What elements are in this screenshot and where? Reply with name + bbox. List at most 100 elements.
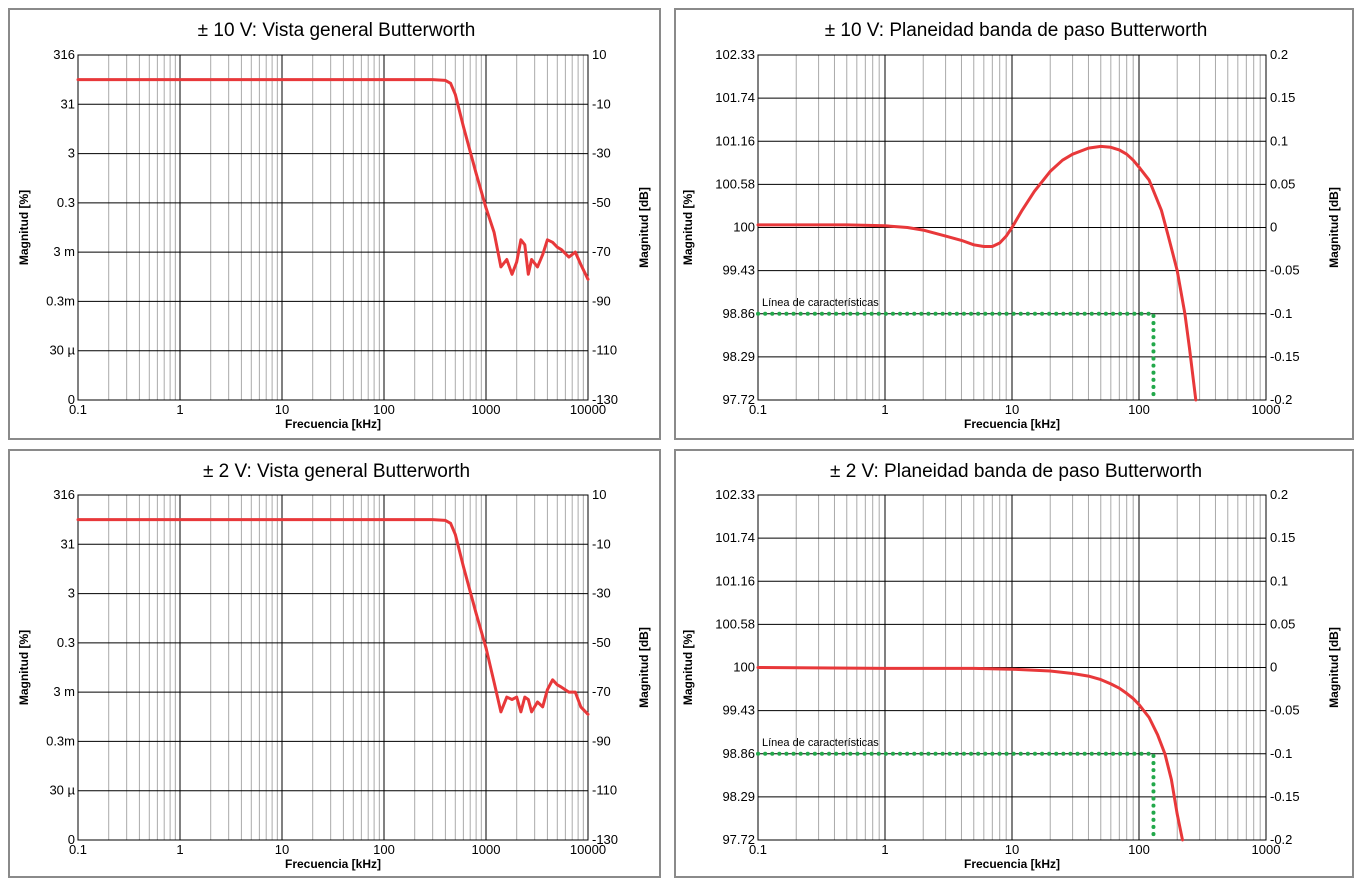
y-tick-label-right: -0.15 <box>1270 349 1300 364</box>
characteristic-line-label: Línea de características <box>762 297 879 309</box>
x-tick-label: 1 <box>176 402 183 417</box>
y-tick-label-left: 100 <box>733 220 755 235</box>
y-tick-label-left: 0.3m <box>46 733 75 748</box>
chart-panel-2v-flatness: ± 2 V: Planeidad banda de paso Butterwor… <box>674 449 1354 878</box>
x-tick-label: 10 <box>275 842 289 857</box>
y-tick-label-left: 102.33 <box>715 487 755 502</box>
y-tick-label-left: 98.29 <box>722 789 755 804</box>
y-tick-label-right: -10 <box>592 96 611 111</box>
y-tick-label-right: -10 <box>592 536 611 551</box>
x-tick-label: 1000 <box>472 842 501 857</box>
chart-2v-flatness: ± 2 V: Planeidad banda de paso Butterwor… <box>681 461 1341 871</box>
x-tick-label: 1 <box>176 842 183 857</box>
y-tick-label-right: -50 <box>592 195 611 210</box>
y-tick-label-right: -30 <box>592 146 611 161</box>
chart-title: ± 2 V: Planeidad banda de paso Butterwor… <box>830 461 1202 482</box>
chart-title: ± 10 V: Vista general Butterworth <box>198 20 476 41</box>
minor-grid <box>108 495 584 840</box>
y-tick-label-left: 98.86 <box>722 306 755 321</box>
y-axis-label-left: Magnitud [%] <box>681 190 695 265</box>
x-tick-label: 0.1 <box>749 402 767 417</box>
x-tick-label: 0.1 <box>69 402 87 417</box>
y-tick-label-right: -110 <box>592 783 617 798</box>
y-tick-label-right: -70 <box>592 684 611 699</box>
response-curve-line <box>756 666 1184 842</box>
chart-10v-flatness: ± 10 V: Planeidad banda de paso Butterwo… <box>681 20 1341 431</box>
chart-title: ± 2 V: Vista general Butterworth <box>203 461 470 482</box>
x-axis-label: Frecuencia [kHz] <box>285 417 381 431</box>
y-tick-label-left: 99.43 <box>722 703 755 718</box>
y-tick-label-left: 31 <box>61 96 75 111</box>
x-axis-label: Frecuencia [kHz] <box>964 857 1060 871</box>
y-tick-label-left: 31 <box>61 536 75 551</box>
y-tick-label-left: 3 m <box>53 244 75 259</box>
y-tick-label-left: 101.16 <box>715 133 755 148</box>
y-tick-label-right: -0.2 <box>1270 832 1292 847</box>
chart-panel-2v-overview: ± 2 V: Vista general Butterworth 0.1 1 10 10… <box>8 449 661 878</box>
y-tick-label-right: -30 <box>592 586 611 601</box>
y-tick-label-left: 3 <box>68 146 75 161</box>
y-tick-label-right: -0.05 <box>1270 263 1300 278</box>
chart-2v-overview: ± 2 V: Vista general Butterworth 0.1 1 10 10… <box>17 461 651 871</box>
chart-10v-overview: ± 10 V: Vista general Butterworth 0.1 1 10 1… <box>17 20 651 431</box>
y-axis-label-left: Magnitud [%] <box>17 190 31 265</box>
y-tick-label-right: -110 <box>592 343 617 358</box>
response-curve-line <box>76 518 590 716</box>
y-axis-label-right: Magnitud [dB] <box>1327 627 1341 708</box>
y-tick-label-right: 10 <box>592 487 606 502</box>
y-axis-label-right: Magnitud [dB] <box>637 627 651 708</box>
y-tick-label-right: -0.2 <box>1270 392 1292 407</box>
y-tick-label-left: 98.86 <box>722 746 755 761</box>
y-axis-label-right: Magnitud [dB] <box>637 187 651 268</box>
x-tick-label: 0.1 <box>69 842 87 857</box>
plot-frame <box>757 54 1267 401</box>
y-tick-label-right: -130 <box>592 832 618 847</box>
x-tick-label: 1 <box>881 402 888 417</box>
y-tick-label-left: 99.43 <box>722 263 755 278</box>
y-tick-label-right: -0.05 <box>1270 703 1300 718</box>
y-axis-label-left: Magnitud [%] <box>681 630 695 705</box>
y-tick-label-right: 0.2 <box>1270 47 1288 62</box>
y-tick-label-right: 0 <box>1270 220 1277 235</box>
characteristic-line <box>756 311 1156 402</box>
x-tick-label: 1000 <box>472 402 501 417</box>
x-axis-label: Frecuencia [kHz] <box>964 417 1060 431</box>
y-tick-label-right: 0 <box>1270 660 1277 675</box>
y-tick-label-left: 100.58 <box>715 176 755 191</box>
response-curve-line <box>76 78 590 281</box>
y-tick-label-left: 100 <box>733 660 755 675</box>
y-tick-label-left: 98.29 <box>722 349 755 364</box>
y-tick-label-left: 30 µ <box>49 343 75 358</box>
chart-title: ± 10 V: Planeidad banda de paso Butterwo… <box>825 20 1208 41</box>
x-tick-label: 10000 <box>570 842 606 857</box>
y-tick-label-right: 0.15 <box>1270 530 1295 545</box>
plot-frame <box>77 54 589 401</box>
x-tick-label: 1 <box>881 842 888 857</box>
y-tick-label-left: 102.33 <box>715 47 755 62</box>
y-tick-label-right: -0.1 <box>1270 306 1292 321</box>
y-tick-label-left: 101.16 <box>715 573 755 588</box>
chart-panel-10v-flatness: ± 10 V: Planeidad banda de paso Butterwo… <box>674 8 1354 440</box>
y-tick-label-left: 0 <box>68 832 75 847</box>
y-tick-label-left: 101.74 <box>715 530 755 545</box>
x-tick-label: 100 <box>1128 842 1150 857</box>
y-tick-label-right: 0.1 <box>1270 573 1288 588</box>
plot-frame <box>77 494 589 841</box>
chart-panel-10v-overview: ± 10 V: Vista general Butterworth 0.1 1 10 1… <box>8 8 661 440</box>
y-tick-label-right: -50 <box>592 635 611 650</box>
y-tick-label-right: 0.2 <box>1270 487 1288 502</box>
y-tick-label-right: -0.15 <box>1270 789 1300 804</box>
x-tick-label: 10 <box>275 402 289 417</box>
y-tick-label-left: 0.3 <box>57 195 75 210</box>
minor-grid <box>108 55 584 400</box>
y-tick-label-left: 3 <box>68 586 75 601</box>
x-tick-label: 10000 <box>570 402 606 417</box>
y-axis-label-right: Magnitud [dB] <box>1327 187 1341 268</box>
x-tick-label: 100 <box>373 402 395 417</box>
y-tick-label-left: 316 <box>53 487 75 502</box>
y-tick-label-right: -130 <box>592 392 618 407</box>
characteristic-line <box>756 751 1156 842</box>
response-curve-line <box>756 144 1198 402</box>
y-tick-label-left: 316 <box>53 47 75 62</box>
y-tick-label-left: 0.3m <box>46 293 75 308</box>
